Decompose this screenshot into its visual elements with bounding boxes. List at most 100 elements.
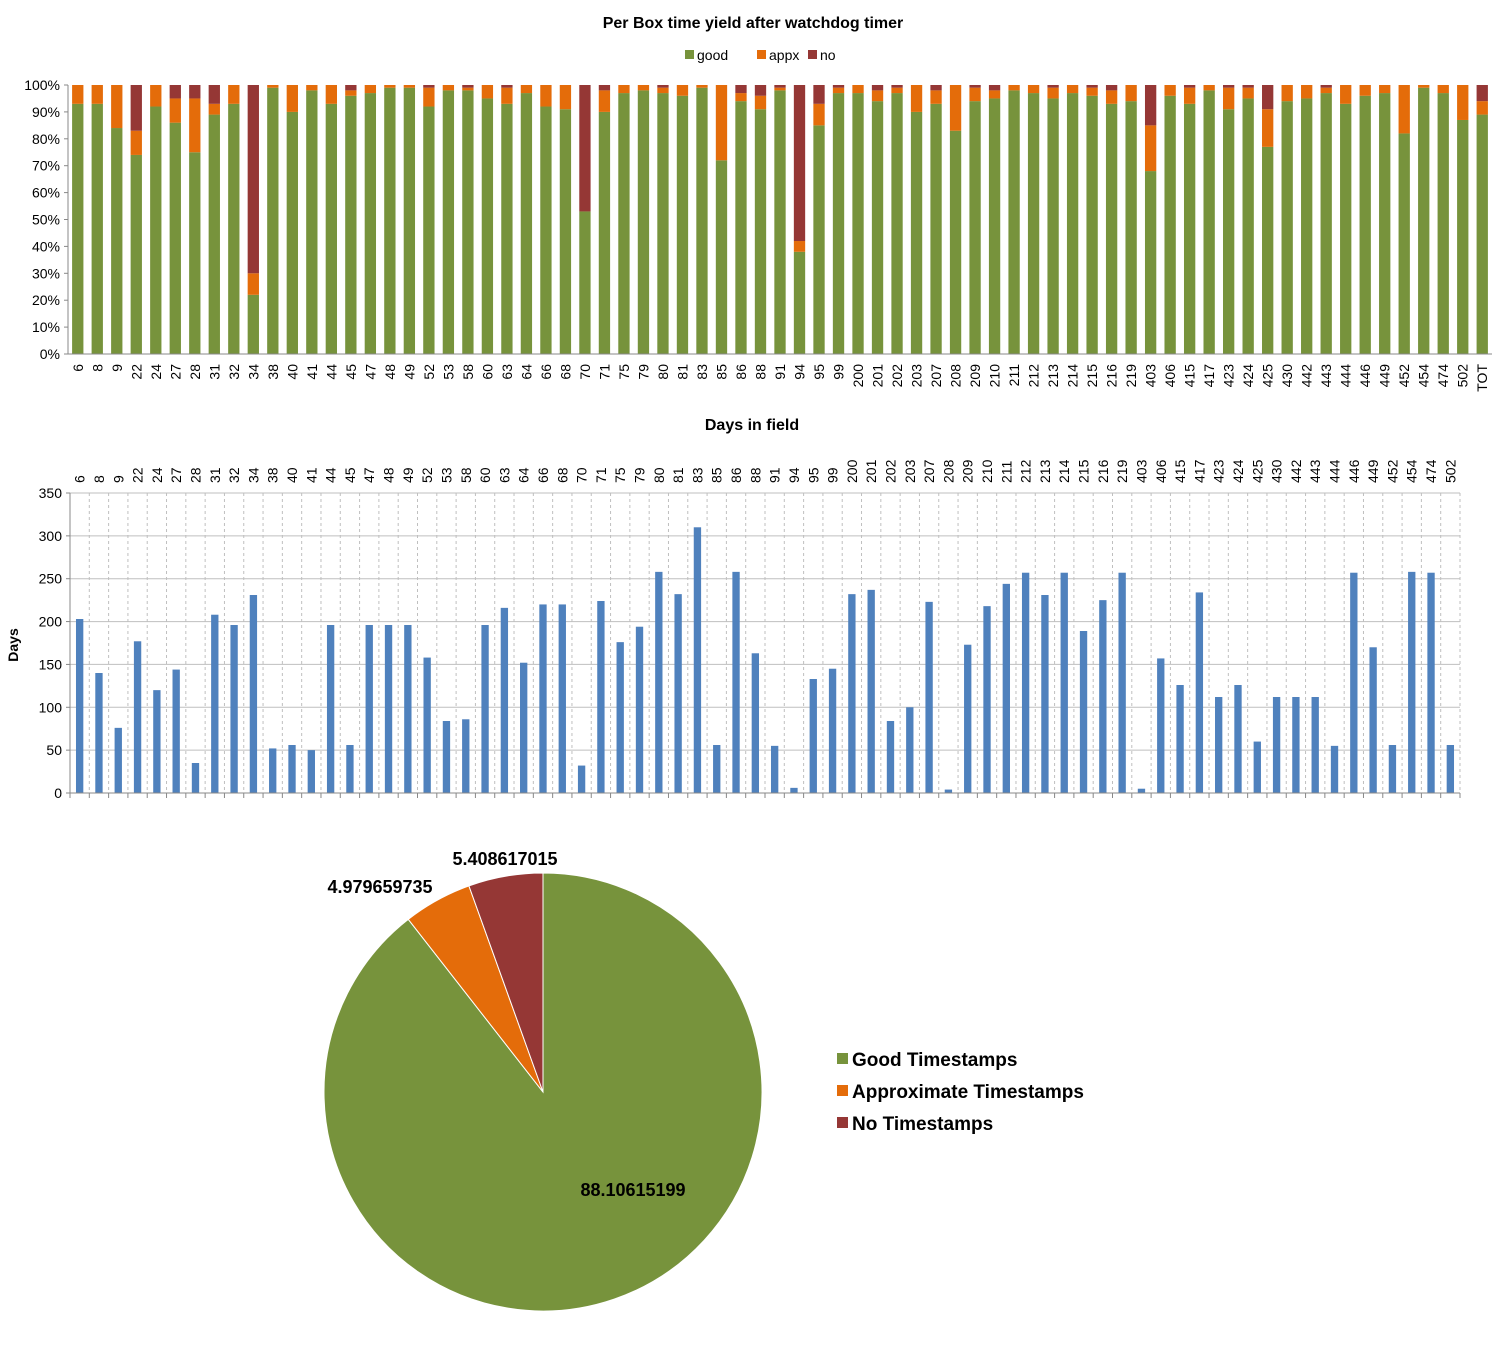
bar-appx-49 bbox=[403, 85, 416, 88]
bar-good-202 bbox=[891, 93, 903, 354]
x-tick-label: 47 bbox=[362, 364, 378, 380]
bar-good-41 bbox=[306, 90, 318, 354]
days-bar-71 bbox=[597, 601, 605, 793]
x-category-label: 452 bbox=[1384, 459, 1400, 483]
x-category-label: 45 bbox=[342, 467, 358, 483]
bar-appx-34 bbox=[247, 273, 259, 295]
bar-good-85 bbox=[715, 160, 728, 354]
days-bar-214 bbox=[1060, 572, 1068, 793]
bar-good-208 bbox=[949, 130, 962, 354]
bar-no-95 bbox=[813, 85, 825, 104]
x-category-label: 94 bbox=[786, 467, 802, 483]
bar-appx-9 bbox=[111, 85, 123, 129]
bar-no-216 bbox=[1105, 85, 1118, 91]
x-category-label: 22 bbox=[130, 467, 146, 483]
x-tick-label: 32 bbox=[226, 364, 242, 380]
x-tick-label: 66 bbox=[538, 364, 554, 380]
x-category-label: 49 bbox=[400, 467, 416, 483]
bar-no-91 bbox=[774, 85, 786, 88]
bar-good-86 bbox=[735, 101, 747, 354]
x-tick-label: 49 bbox=[401, 364, 417, 380]
bar-appx-24 bbox=[150, 85, 162, 107]
bar-appx-444 bbox=[1340, 85, 1352, 104]
bar-no-403 bbox=[1144, 85, 1157, 126]
bar-appx-48 bbox=[384, 85, 396, 88]
x-tick-label: 79 bbox=[635, 364, 651, 380]
y-tick-label: 100% bbox=[24, 77, 60, 93]
x-tick-label: 219 bbox=[1123, 364, 1139, 388]
bar-no-213 bbox=[1047, 85, 1059, 88]
time-yield-x-axis: 6 8 9 22 24 27 28 31 32 34 38 40 41 44 45 47 48 49 52 53 58 6… bbox=[68, 353, 1492, 392]
bar-appx-446 bbox=[1359, 85, 1371, 96]
bar-no-215 bbox=[1086, 85, 1098, 88]
x-category-label: 208 bbox=[940, 459, 956, 483]
x-tick-label: 60 bbox=[479, 364, 495, 380]
days-bar-208 bbox=[944, 789, 953, 793]
time-yield-chart: Per Box time yield after watchdog timer … bbox=[24, 15, 1492, 392]
bar-appx-22 bbox=[130, 130, 142, 155]
bar-no-202 bbox=[891, 85, 903, 88]
days-in-field-chart: Days in field Days 0 50 100 150 200 250 300 350… bbox=[5, 417, 1461, 801]
x-tick-label: 8 bbox=[89, 364, 105, 372]
x-category-label: 91 bbox=[767, 467, 783, 483]
bar-good-474 bbox=[1437, 93, 1449, 354]
bar-appx-208 bbox=[949, 85, 962, 131]
days-bar-452 bbox=[1388, 745, 1397, 793]
x-tick-label: 31 bbox=[206, 364, 222, 380]
x-category-label: 9 bbox=[110, 475, 126, 483]
x-tick-label: 94 bbox=[792, 364, 808, 380]
x-tick-label: 63 bbox=[499, 364, 515, 380]
days-bar-91 bbox=[770, 745, 779, 793]
days-bar-81 bbox=[674, 594, 682, 793]
pie-legend: Good Timestamps Approximate Timestamps No … bbox=[837, 1050, 1084, 1135]
x-tick-label: 415 bbox=[1182, 364, 1198, 388]
days-bar-443 bbox=[1311, 697, 1319, 793]
days-bar-415 bbox=[1176, 685, 1184, 793]
x-tick-label: 216 bbox=[1104, 364, 1120, 388]
x-tick-label: 24 bbox=[148, 364, 164, 380]
bar-good-91 bbox=[774, 90, 786, 354]
legend-swatch-appx bbox=[757, 50, 766, 59]
bar-appx-201 bbox=[871, 90, 884, 102]
days-bar-430 bbox=[1272, 697, 1281, 793]
bar-no-207 bbox=[930, 85, 942, 91]
bar-good-75 bbox=[618, 93, 630, 354]
bar-appx-71 bbox=[598, 90, 611, 112]
bar-good-22 bbox=[130, 154, 142, 354]
bar-appx-52 bbox=[423, 87, 435, 107]
bar-appx-202 bbox=[891, 87, 903, 94]
legend-swatch-good bbox=[685, 50, 694, 59]
bar-no-52 bbox=[423, 85, 435, 88]
y-tick-label: 90% bbox=[32, 104, 60, 120]
bar-appx-214 bbox=[1066, 85, 1079, 94]
days-gridlines bbox=[70, 492, 1461, 793]
bar-no-88 bbox=[754, 85, 767, 96]
days-bar-52 bbox=[423, 657, 431, 793]
bar-good-406 bbox=[1164, 95, 1176, 354]
bar-good-99 bbox=[832, 93, 845, 354]
bar-no-63 bbox=[501, 85, 513, 88]
bar-appx-44 bbox=[325, 85, 337, 104]
x-tick-label: 201 bbox=[870, 364, 886, 388]
bar-good-81 bbox=[676, 95, 689, 354]
y-tick-label: 60% bbox=[32, 185, 60, 201]
x-category-label: 34 bbox=[245, 467, 261, 483]
x-category-label: 403 bbox=[1133, 459, 1149, 483]
x-category-label: 64 bbox=[516, 467, 532, 483]
bar-no-71 bbox=[598, 85, 611, 91]
days-x-axis: 6 8 9 22 24 27 28 31 32 34 38 40 41 44 45 47 48 49 52 53 58 6… bbox=[69, 459, 1461, 798]
bar-good-6 bbox=[72, 103, 84, 354]
bar-appx-417 bbox=[1203, 85, 1215, 91]
bar-appx-28 bbox=[189, 98, 201, 153]
x-category-label: 417 bbox=[1191, 459, 1207, 483]
bar-good-430 bbox=[1281, 101, 1293, 354]
bar-good-449 bbox=[1379, 93, 1391, 354]
bar-appx-210 bbox=[988, 90, 1001, 99]
x-tick-label: 91 bbox=[772, 364, 788, 380]
x-tick-label: 207 bbox=[928, 364, 944, 388]
bar-appx-6 bbox=[72, 85, 84, 104]
x-tick-label: 58 bbox=[460, 364, 476, 380]
days-bar-99 bbox=[828, 668, 837, 793]
x-tick-label: 81 bbox=[674, 364, 690, 380]
legend-swatch-no bbox=[808, 50, 817, 59]
